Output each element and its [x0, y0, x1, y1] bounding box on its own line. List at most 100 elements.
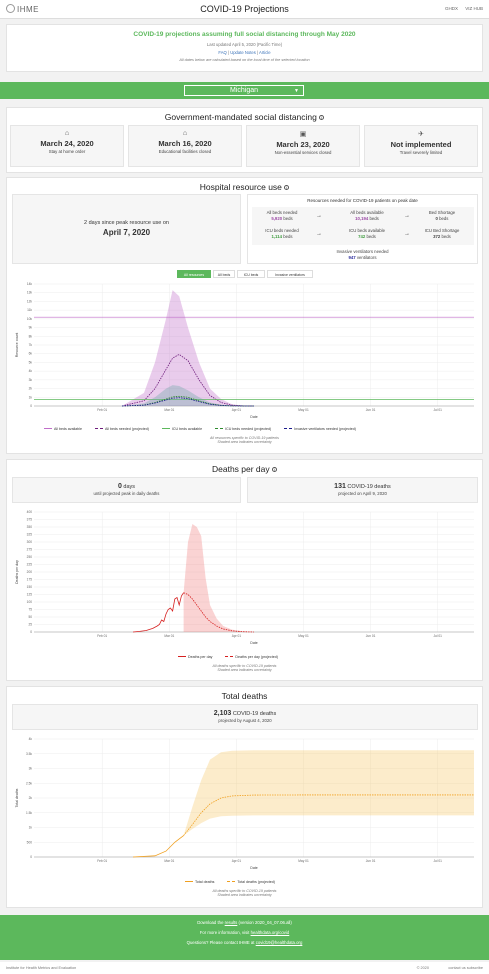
y-tick-label: 0	[30, 855, 32, 859]
uncertainty-band	[122, 385, 254, 406]
total-deaths-date: projected by August 4, 2020	[218, 718, 272, 723]
resources-card: Resources needed for COVID-19 patients o…	[247, 194, 478, 264]
legend-icu-available[interactable]: ICU beds available	[161, 427, 208, 431]
x-tick-label: Mar 01	[164, 859, 174, 863]
update-notes-link[interactable]: Update Notes	[230, 50, 256, 55]
label: ICU beds available	[348, 228, 386, 233]
label: ICU beds needed	[265, 228, 299, 233]
schools-date: March 16, 2020	[158, 139, 212, 148]
hospital-chart: 0 1k 2k 3k 4k 5k 6k 7k 8k 9k 10k 11k 12k 13k 14k Feb 01…	[15, 282, 474, 419]
text: Questions? Please contact IHME at	[186, 940, 255, 945]
contact-link[interactable]: covid19@healthdata.org	[255, 940, 303, 945]
total-deaths-unit: COVID-19 deaths	[232, 711, 277, 717]
x-tick-label: May 01	[298, 634, 309, 638]
hospital-legend: All beds available All beds needed (proj…	[44, 427, 368, 431]
store-icon: ▣	[299, 131, 307, 138]
faq-link[interactable]: FAQ	[218, 50, 227, 55]
y-tick-label: 1k	[29, 395, 33, 399]
y-tick-label: 100	[27, 600, 33, 604]
y-axis-label: Total deaths	[15, 788, 19, 807]
article-link[interactable]: Article	[258, 50, 271, 55]
y-tick-label: 175	[27, 578, 33, 582]
tab-ventilators[interactable]: Invasive ventilators	[267, 270, 313, 278]
travel-status: Not implemented	[390, 140, 452, 149]
download-link[interactable]: results	[224, 920, 238, 925]
resources-title: Resources needed for COVID-19 patients o…	[307, 198, 418, 203]
legend-ventilators[interactable]: Invasive ventilators needed (projected)	[284, 427, 362, 431]
stay-home-label: Stay at home order	[48, 149, 86, 154]
x-tick-label: May 01	[298, 859, 309, 863]
legend-total-deaths-projected[interactable]: Total deaths (projected)	[227, 880, 281, 884]
y-tick-label: 75	[28, 608, 32, 612]
peak-days-unit: days	[123, 484, 136, 490]
info-icon[interactable]: i	[284, 185, 290, 190]
info-icon[interactable]: i	[319, 115, 325, 120]
unit: beds	[369, 216, 379, 221]
label: Bed Shortage	[428, 210, 456, 215]
all-beds-available: All beds available 10,194 beds	[332, 209, 402, 221]
icu-shortage: ICU Bed Shortage 372 beds	[412, 227, 472, 239]
legend-deaths[interactable]: Deaths per day	[178, 655, 218, 659]
location-bar: Michigan ▼	[0, 82, 489, 99]
series-line	[183, 794, 474, 836]
peak-days-card: 0 days until projected peak in daily dea…	[12, 477, 241, 503]
tab-icu-beds[interactable]: ICU beds	[237, 270, 265, 278]
icu-beds-available: ICU beds available 742 beds	[332, 227, 402, 239]
x-tick-label: Feb 01	[97, 634, 107, 638]
arrow-right-icon: →	[404, 213, 410, 219]
legend-all-beds-needed[interactable]: All beds needed (projected)	[94, 427, 155, 431]
legend-deaths-projected[interactable]: Deaths per day (projected)	[225, 655, 284, 659]
note-line-1: All deaths specific to COVID-19 patients	[212, 889, 277, 893]
x-tick-label: Mar 01	[164, 408, 174, 412]
viz-hub-link[interactable]: VIZ HUB	[465, 6, 483, 11]
text: For more information, visit	[199, 930, 250, 935]
y-tick-label: 150	[27, 585, 33, 589]
arrow-right-icon: →	[316, 213, 322, 219]
deaths-per-day-chart: 0 25 50 75 100 125 150 175 200 225 250 275 300 325 350…	[15, 510, 474, 645]
y-axis-label: Resource count	[15, 333, 19, 358]
x-tick-label: Jul 01	[433, 859, 442, 863]
location-select[interactable]: Michigan ▼	[184, 85, 304, 96]
ihme-logo[interactable]: IHME	[6, 4, 39, 14]
peak-days-text: until projected peak in daily deaths	[93, 491, 160, 496]
legend-icu-needed[interactable]: ICU beds needed (projected)	[215, 427, 277, 431]
info-icon[interactable]: i	[272, 467, 278, 472]
series-line	[121, 353, 255, 407]
uncertainty-band	[183, 750, 474, 836]
label: All beds available	[350, 210, 384, 215]
peak-deaths-card: 131 COVID-19 deaths projected on April 9…	[247, 477, 478, 503]
peak-days-value: 0	[117, 483, 122, 490]
hospital-title: Hospital resource use i	[7, 182, 482, 192]
bottom-bar: Institute for Health Metrics and Evaluat…	[0, 962, 489, 974]
bottom-links[interactable]: contact us subscribe	[448, 966, 483, 970]
value: 372	[433, 234, 441, 239]
unit: beds	[439, 216, 449, 221]
tab-all-beds[interactable]: All beds	[213, 270, 235, 278]
y-tick-label: 350	[27, 525, 33, 529]
note-line-1: All resources specific to COVID-19 patie…	[210, 436, 279, 440]
tab-all-resources[interactable]: All resources	[177, 270, 211, 278]
info-link[interactable]: healthdata.org/covid	[250, 930, 290, 935]
x-tick-label: Apr 01	[232, 408, 242, 412]
y-tick-label: 1.5k	[26, 811, 32, 815]
deaths-note: All deaths specific to COVID-19 patients…	[0, 664, 489, 672]
y-tick-label: 300	[27, 540, 33, 544]
legend-label: All beds needed (projected)	[104, 427, 149, 431]
value: 947	[348, 255, 356, 260]
distancing-title: Government-mandated social distancing i	[7, 112, 482, 122]
text: Download the	[197, 920, 224, 925]
value: 10,194	[355, 216, 369, 221]
y-tick-label: 10k	[27, 317, 33, 321]
ghdx-link[interactable]: GHDX	[444, 6, 458, 11]
banner-links: FAQ | Update Notes | Article	[218, 50, 271, 55]
x-tick-label: Jul 01	[433, 408, 442, 412]
legend-all-beds-available[interactable]: All beds available	[44, 427, 88, 431]
total-deaths-legend: Total deaths Total deaths (projected)	[185, 880, 287, 884]
total-deaths-card: 2,103 COVID-19 deaths projected by Augus…	[12, 704, 478, 730]
y-tick-label: 25	[28, 623, 32, 627]
peak-deaths-unit: COVID-19 deaths	[347, 484, 391, 490]
y-tick-label: 6k	[29, 352, 33, 356]
legend-total-deaths[interactable]: Total deaths	[185, 880, 220, 884]
bed-shortage: Bed Shortage 0 beds	[412, 209, 472, 221]
x-tick-label: Apr 01	[232, 859, 242, 863]
